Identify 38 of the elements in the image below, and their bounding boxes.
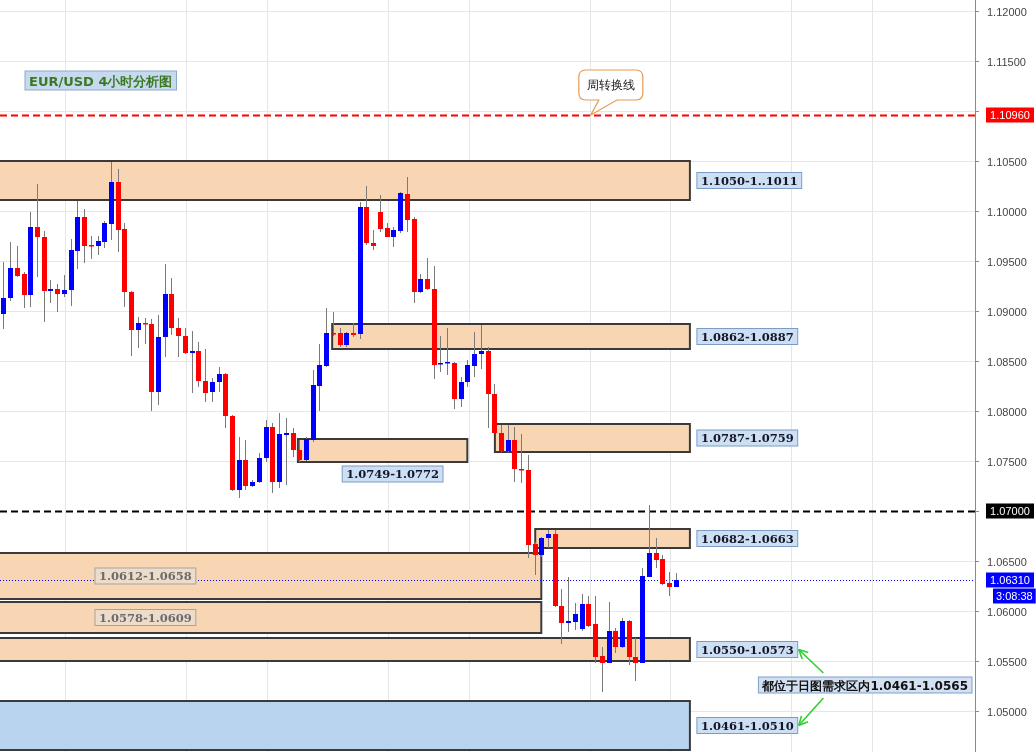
y-tick-label: 1.06500 xyxy=(987,555,1027,568)
band-label: 1.0461-1.0510 xyxy=(700,718,794,733)
y-tick-label: 1.11500 xyxy=(987,55,1026,68)
band-label: 1.0550-1.0573 xyxy=(700,642,794,657)
annotation: 周转换线 xyxy=(586,78,635,92)
title: EUR/USD 4小时分析图 xyxy=(24,70,177,91)
band-label: 1.0550-1.0573 xyxy=(696,641,799,658)
ref-line-label: 1.10960 xyxy=(990,109,1030,121)
y-tick-label: 1.12000 xyxy=(987,5,1027,18)
band-label: 1.0749-1.0772 xyxy=(341,465,444,483)
band-label: 1.0612-1.0658 xyxy=(94,567,197,585)
y-tick-label: 1.05500 xyxy=(987,655,1027,668)
ref-line-label: 1.06310 xyxy=(990,574,1030,586)
y-tick-label: 1.08500 xyxy=(987,355,1027,368)
band-label: 1.0862-1.0887 xyxy=(696,328,799,345)
y-tick-label: 1.09000 xyxy=(987,305,1027,318)
band-label: 1.0461-1.0510 xyxy=(696,717,799,734)
y-tick-label: 1.08000 xyxy=(987,405,1027,418)
band-label: 1.0682-1.0663 xyxy=(696,530,799,547)
y-tick-label: 1.10500 xyxy=(987,155,1027,168)
y-tick-label: 1.07500 xyxy=(987,455,1027,468)
band-label: 1.0862-1.0887 xyxy=(700,329,794,344)
band-label: 1.0787-1.0759 xyxy=(700,431,794,445)
band-label: 1.0578-1.0609 xyxy=(94,609,197,626)
band-label: 1.0749-1.0772 xyxy=(346,467,440,481)
annotation: 都位于日图需求区内1.0461-1.0565 xyxy=(761,678,968,693)
band-label: 1.0578-1.0609 xyxy=(99,610,192,625)
band-label: 1.1050-1..1011 xyxy=(700,173,798,188)
band-label: 1.0787-1.0759 xyxy=(696,429,799,447)
y-tick-label: 1.10000 xyxy=(987,205,1027,218)
y-tick-label: 1.09500 xyxy=(987,255,1027,268)
band-label: 1.0682-1.0663 xyxy=(700,531,794,546)
y-tick-label: 1.06000 xyxy=(987,605,1027,618)
band-label: 1.0612-1.0658 xyxy=(99,569,192,583)
y-tick-label: 1.05000 xyxy=(987,705,1027,718)
band-label: 1.1050-1..1011 xyxy=(696,172,803,189)
ref-line-label: 1.07000 xyxy=(990,505,1030,517)
annotation: 都位于日图需求区内1.0461-1.0565 xyxy=(757,676,973,694)
